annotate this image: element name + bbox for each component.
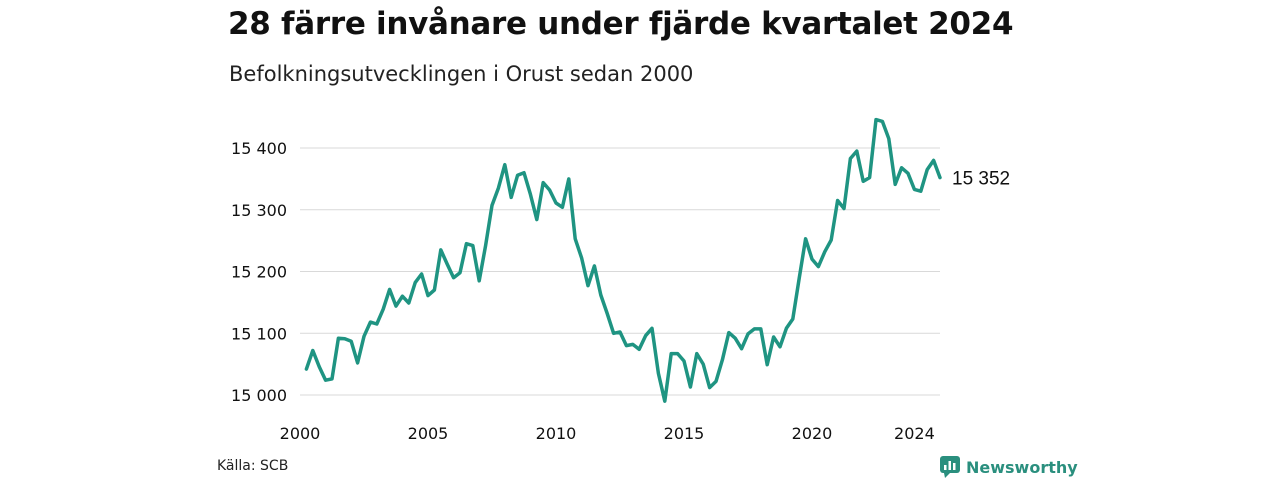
chart-subtitle: Befolkningsutvecklingen i Orust sedan 20… — [229, 62, 694, 86]
x-tick-label: 2015 — [664, 424, 705, 443]
chart-title: 28 färre invånare under fjärde kvartalet… — [228, 6, 1014, 42]
y-tick-label: 15 200 — [231, 263, 287, 282]
brand-name: Newsworthy — [966, 457, 1078, 477]
y-tick-label: 15 100 — [231, 324, 287, 343]
population-series-line — [304, 117, 942, 403]
y-tick-label: 15 300 — [231, 201, 287, 220]
end-value-label: 15 352 — [952, 169, 1010, 190]
y-tick-label: 15 400 — [231, 139, 287, 158]
newsworthy-logo-icon — [940, 456, 960, 478]
source-note: Källa: SCB — [217, 458, 289, 474]
x-tick-label: 2020 — [792, 424, 833, 443]
x-tick-label: 2005 — [408, 424, 449, 443]
x-tick-label: 2010 — [536, 424, 577, 443]
brand-logo[interactable]: Newsworthy — [940, 456, 1078, 478]
y-tick-label: 15 000 — [231, 386, 287, 405]
x-tick-label: 2024 — [894, 424, 935, 443]
x-tick-label: 2000 — [280, 424, 321, 443]
